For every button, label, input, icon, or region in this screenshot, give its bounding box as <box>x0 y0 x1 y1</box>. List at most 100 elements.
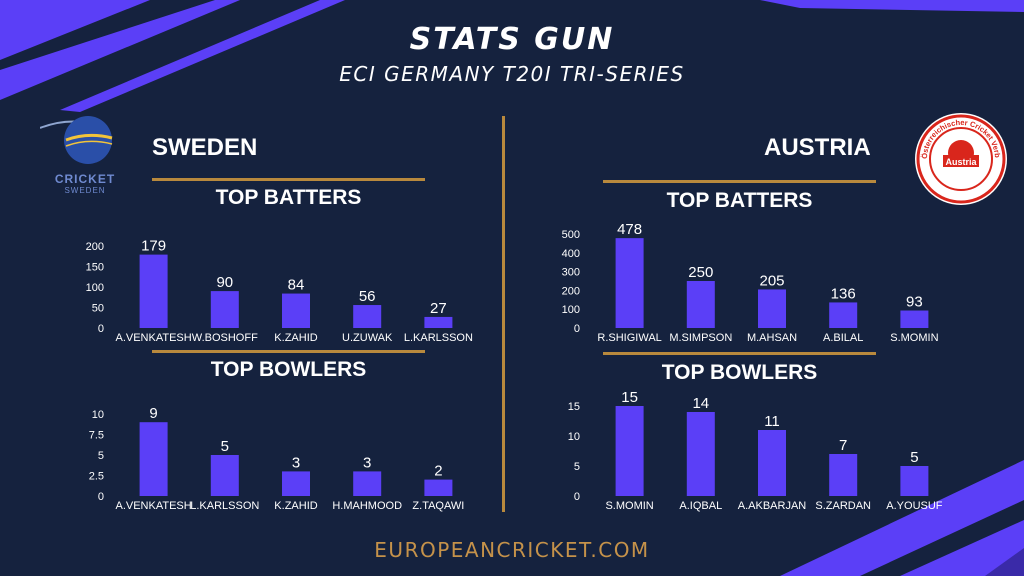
team-name-austria: AUSTRIA <box>764 134 871 161</box>
bar <box>758 289 786 328</box>
y-tick-label: 300 <box>562 267 580 279</box>
x-tick-label: A.YOUSUF <box>886 500 943 512</box>
cricket-ball-icon <box>39 116 113 164</box>
stripe-bottom-right-1 <box>780 460 1024 576</box>
x-tick-label: H.MAHMOOD <box>332 500 402 512</box>
bar <box>139 254 168 328</box>
footer-website: EUROPEANCRICKET.COM <box>374 538 650 562</box>
chart-austria-batters: 0 100 200 300 400 500 478 R.SHIGIWAL 250 M.SIMPSO… <box>562 221 939 344</box>
data-label: 3 <box>292 454 300 471</box>
x-tick-label: K.ZAHID <box>274 500 317 512</box>
data-label: 5 <box>221 438 229 455</box>
logo-text: Austria <box>945 157 977 167</box>
x-tick-label: L.KARLSSON <box>404 332 473 344</box>
x-tick-label: A.IQBAL <box>679 500 722 512</box>
y-tick-label: 10 <box>568 431 580 443</box>
y-tick-label: 0 <box>98 491 104 503</box>
x-tick-label: R.SHIGIWAL <box>597 332 661 344</box>
heading-austria-bowlers: TOP BOWLERS <box>661 361 818 384</box>
stripe-top-left-2 <box>0 0 240 100</box>
data-label: 11 <box>764 413 780 430</box>
y-tick-label: 400 <box>562 248 580 260</box>
stripe-top-left-3 <box>60 0 345 112</box>
bar <box>829 454 858 496</box>
x-tick-label: Z.TAQAWI <box>412 500 464 512</box>
bar <box>424 479 453 496</box>
y-tick-label: 100 <box>86 282 104 294</box>
divider-sweden-mid <box>152 350 425 353</box>
stripe-bottom-right-3 <box>985 548 1024 576</box>
x-tick-label: S.MOMIN <box>890 332 938 344</box>
bar <box>282 293 310 328</box>
data-label: 84 <box>288 277 305 294</box>
y-tick-label: 0 <box>574 491 580 503</box>
heading-sweden-batters: TOP BATTERS <box>215 186 362 209</box>
y-tick-label: 100 <box>562 304 580 316</box>
divider-austria-mid <box>603 352 876 355</box>
x-tick-label: A.BILAL <box>823 332 863 344</box>
data-label: 2 <box>434 463 442 480</box>
data-label: 205 <box>759 272 784 289</box>
data-label: 179 <box>141 238 166 255</box>
data-label: 15 <box>621 389 638 406</box>
center-divider <box>502 116 505 512</box>
x-tick-label: S.MOMIN <box>605 500 653 512</box>
y-tick-label: 500 <box>562 229 580 241</box>
y-tick-label: 200 <box>562 285 580 297</box>
y-tick-label: 10 <box>92 409 104 421</box>
bar <box>615 238 644 328</box>
x-tick-label: A.VENKATESH <box>115 500 191 512</box>
y-tick-label: 7.5 <box>89 430 104 442</box>
bar <box>615 406 644 496</box>
cricket-sweden-logo: CRICKET SWEDEN <box>39 108 130 200</box>
bar <box>210 455 239 496</box>
team-name-sweden: SWEDEN <box>152 134 258 161</box>
data-label: 93 <box>906 294 923 311</box>
bar <box>900 466 929 496</box>
y-tick-label: 2.5 <box>89 471 104 483</box>
y-tick-label: 15 <box>568 401 580 413</box>
data-label: 3 <box>363 454 371 471</box>
y-tick-label: 50 <box>92 303 104 315</box>
x-tick-label: M.AHSAN <box>747 332 797 344</box>
data-label: 27 <box>430 300 447 317</box>
logo-subtext: SWEDEN <box>64 186 106 195</box>
data-label: 14 <box>692 395 709 412</box>
x-tick-label: A.VENKATESH <box>115 332 191 344</box>
bar <box>758 430 786 496</box>
y-tick-label: 5 <box>98 450 104 462</box>
x-tick-label: M.SIMPSON <box>669 332 732 344</box>
austria-cricket-logo: Austria Österreichischer Cricket Verband <box>913 111 1007 205</box>
data-label: 250 <box>688 264 713 281</box>
data-label: 7 <box>839 437 847 454</box>
chart-sweden-bowlers: 0 2.5 5 7.5 10 9 A.VENKATESH 5 L.KARLSSON 3 K.ZAHI… <box>89 405 465 512</box>
divider-sweden-top <box>152 178 425 181</box>
bar <box>424 316 453 328</box>
x-tick-label: W.BOSHOFF <box>192 332 258 344</box>
heading-austria-batters: TOP BATTERS <box>666 189 813 212</box>
data-label: 478 <box>617 221 642 238</box>
data-label: 56 <box>359 288 376 305</box>
data-label: 9 <box>149 405 157 422</box>
x-tick-label: U.ZUWAK <box>342 332 393 344</box>
data-label: 90 <box>216 274 233 291</box>
bar <box>353 471 382 496</box>
logo-text: CRICKET <box>54 172 116 186</box>
bar <box>686 412 715 496</box>
bar <box>353 305 382 328</box>
page-title: STATS GUN <box>409 22 615 57</box>
x-tick-label: A.AKBARJAN <box>738 500 807 512</box>
bar <box>282 471 310 496</box>
data-label: 136 <box>831 285 856 302</box>
stripe-bottom-right-2 <box>900 520 1024 576</box>
bar <box>210 291 239 328</box>
heading-sweden-bowlers: TOP BOWLERS <box>210 358 367 381</box>
page-subtitle: ECI GERMANY T20I TRI-SERIES <box>339 62 685 86</box>
y-tick-label: 5 <box>574 461 580 473</box>
stripe-top-left-1 <box>0 0 150 60</box>
x-tick-label: S.ZARDAN <box>815 500 871 512</box>
stripe-top-right <box>760 0 1024 12</box>
bar <box>829 302 858 328</box>
y-tick-label: 200 <box>86 241 104 253</box>
